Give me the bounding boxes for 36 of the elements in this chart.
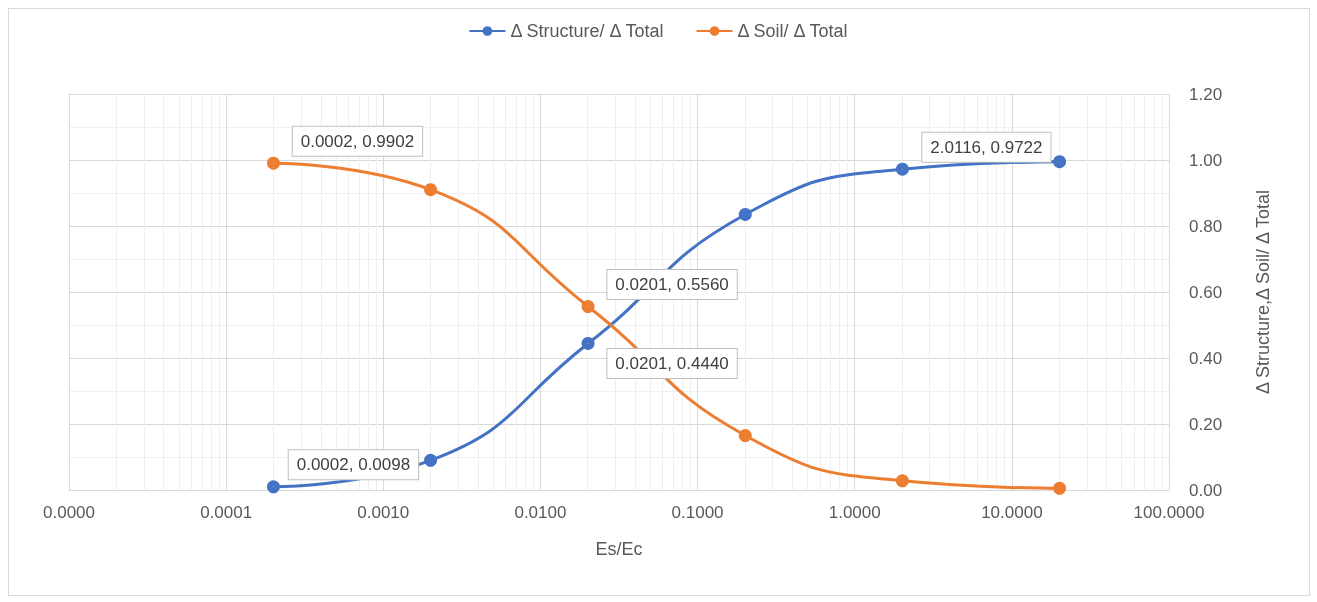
annotation: 0.0201, 0.4440 xyxy=(615,353,729,373)
x-tick-label: 0.0001 xyxy=(200,503,253,522)
legend-label: Δ Soil/ Δ Total xyxy=(737,21,848,41)
x-tick-label: 0.0000 xyxy=(43,503,95,522)
annotation: 0.0201, 0.5560 xyxy=(615,275,729,295)
annotation: 0.0002, 0.0098 xyxy=(296,455,411,475)
y-axis-title: Δ Structure,Δ Soil/ Δ Total xyxy=(1253,189,1273,395)
y-tick-label: 1.20 xyxy=(1189,84,1223,104)
x-tick-label: 100.0000 xyxy=(1133,503,1205,522)
annotation: 2.0116, 0.9722 xyxy=(930,137,1043,157)
annotation: 0.0002, 0.9902 xyxy=(300,131,415,151)
y-tick-label: 1.00 xyxy=(1189,150,1223,170)
y-tick-label: 0.60 xyxy=(1189,282,1223,302)
point xyxy=(424,183,438,197)
point xyxy=(1053,155,1067,169)
point xyxy=(738,207,752,221)
point xyxy=(895,474,909,488)
point xyxy=(895,162,909,176)
y-tick-label: 0.80 xyxy=(1189,216,1223,236)
x-tick-label: 0.0010 xyxy=(357,503,410,522)
point xyxy=(266,156,280,170)
point xyxy=(266,480,280,494)
point xyxy=(581,336,595,350)
x-tick-label: 10.0000 xyxy=(981,503,1043,522)
y-tick-label: 0.00 xyxy=(1189,480,1223,500)
y-tick-label: 0.20 xyxy=(1189,414,1223,434)
point xyxy=(581,300,595,314)
y-tick-label: 0.40 xyxy=(1189,348,1223,368)
x-tick-label: 1.0000 xyxy=(828,503,881,522)
legend-label: Δ Structure/ Δ Total xyxy=(510,21,664,41)
point xyxy=(738,429,752,443)
point xyxy=(1053,481,1067,495)
x-tick-label: 0.0100 xyxy=(514,503,567,522)
point xyxy=(424,453,438,467)
x-axis-title: Es/Ec xyxy=(595,539,643,559)
x-tick-label: 0.1000 xyxy=(671,503,724,522)
